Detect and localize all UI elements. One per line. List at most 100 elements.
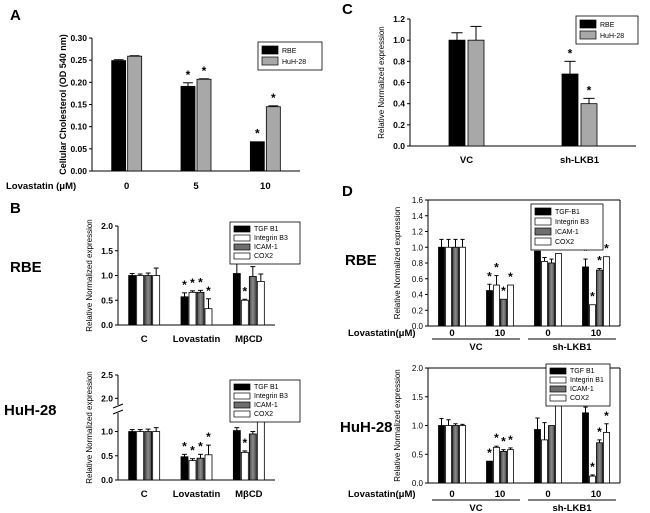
legend-entry: ICAM-1 bbox=[254, 244, 278, 251]
bar bbox=[493, 446, 500, 484]
bar bbox=[507, 284, 514, 327]
bar bbox=[580, 103, 598, 147]
x-tick-label: Lovastatin bbox=[173, 489, 221, 500]
legend-entry: COX2 bbox=[570, 395, 589, 402]
legend-entry: HuH-28 bbox=[600, 33, 624, 40]
bar bbox=[467, 39, 485, 147]
significance-star: * bbox=[190, 444, 195, 458]
y-tick-label: 1.0 bbox=[412, 243, 424, 252]
legend-swatch bbox=[534, 217, 552, 226]
x-tick-label: 0 bbox=[124, 181, 129, 192]
bar bbox=[136, 275, 145, 326]
y-axis-title: Cellular Cholesterol (OD 540 nm) bbox=[58, 34, 68, 175]
y-tick-label: 0.05 bbox=[70, 144, 87, 154]
x-tick-label: 10 bbox=[591, 328, 602, 339]
significance-star: * bbox=[604, 242, 609, 256]
legend-swatch bbox=[233, 392, 251, 400]
legend-entry: RBE bbox=[600, 22, 615, 29]
legend-swatch bbox=[534, 207, 552, 216]
chart-d-huh28: 0.0 0.5 1.0 1.5 2.0 Relative Normalized expre… bbox=[348, 363, 621, 513]
legend-entry: Integrin B3 bbox=[254, 235, 288, 242]
x-axis-prefix: Lovastatin(μM) bbox=[348, 328, 416, 339]
legend-swatch bbox=[233, 410, 251, 418]
bar bbox=[493, 284, 500, 327]
significance-star: * bbox=[206, 430, 211, 444]
significance-star: * bbox=[508, 433, 513, 447]
legend-entry: ICAM-1 bbox=[254, 402, 278, 409]
bar bbox=[548, 425, 555, 484]
significance-star: * bbox=[182, 439, 187, 453]
x-tick-label: 10 bbox=[495, 489, 506, 500]
row-label-rbe-d: RBE bbox=[345, 252, 377, 269]
bar bbox=[596, 269, 603, 327]
x-tick-label: Lovastatin bbox=[173, 334, 221, 345]
bar bbox=[561, 73, 579, 147]
legend-entry: COX2 bbox=[555, 239, 574, 246]
y-tick-label: 0.0 bbox=[101, 475, 113, 485]
y-axis-title: Relative Normalized expression bbox=[377, 26, 386, 139]
bar bbox=[596, 442, 603, 484]
legend-entry: Integrin B3 bbox=[254, 393, 288, 400]
bar bbox=[240, 451, 249, 481]
legend-entry: Integrin B1 bbox=[570, 377, 604, 384]
significance-star: * bbox=[487, 269, 492, 283]
bar bbox=[448, 39, 466, 147]
y-tick-label: 0.2 bbox=[393, 120, 405, 130]
legend-entry: Integrin B3 bbox=[555, 219, 589, 226]
x-tick-label: MβCD bbox=[235, 489, 263, 500]
significance-star: * bbox=[501, 284, 506, 298]
panel-label-a: A bbox=[10, 7, 21, 24]
bar bbox=[500, 298, 507, 327]
y-tick-label: 0.0 bbox=[412, 479, 424, 488]
legend-swatch bbox=[233, 234, 251, 242]
bar bbox=[256, 281, 265, 326]
bar bbox=[180, 85, 196, 172]
bar bbox=[452, 246, 459, 327]
x-tick-label: 10 bbox=[495, 328, 506, 339]
y-tick-label: 0.20 bbox=[70, 77, 87, 87]
x-tick-label: sh-LKB1 bbox=[560, 155, 600, 166]
y-tick-label: 0.0 bbox=[412, 322, 424, 331]
row-label-rbe-b: RBE bbox=[10, 259, 42, 276]
significance-star: * bbox=[198, 275, 203, 289]
legend-swatch bbox=[233, 383, 251, 391]
significance-star: * bbox=[597, 425, 602, 439]
bar bbox=[438, 246, 445, 327]
significance-star: * bbox=[501, 435, 506, 449]
bar bbox=[438, 425, 445, 484]
y-axis-title: Relative Normalized expression bbox=[393, 369, 402, 482]
y-tick-label: 1.4 bbox=[412, 212, 424, 221]
bar bbox=[232, 273, 241, 326]
x-tick-label: MβCD bbox=[235, 334, 263, 345]
legend-entry: COX2 bbox=[254, 253, 273, 260]
significance-star: * bbox=[271, 91, 276, 105]
x-tick-label: 10 bbox=[260, 181, 271, 192]
legend-swatch bbox=[534, 227, 552, 236]
chart-d-rbe: 0.0 0.2 0.4 0.6 0.8 1.0 1.2 1.4 1.6 Relative Norm… bbox=[348, 196, 621, 353]
group-label: sh-LKB1 bbox=[552, 503, 592, 513]
y-tick-label: 0.4 bbox=[393, 99, 405, 109]
y-tick-label: 1.0 bbox=[412, 422, 424, 431]
y-tick-label: 0.30 bbox=[70, 33, 87, 43]
significance-star: * bbox=[590, 460, 595, 474]
bar bbox=[180, 296, 189, 326]
bar bbox=[507, 449, 514, 484]
y-tick-label: 0.8 bbox=[412, 259, 424, 268]
significance-star: * bbox=[242, 284, 247, 298]
bar bbox=[248, 433, 257, 481]
x-axis-prefix: Lovastatin (μM) bbox=[6, 181, 76, 192]
bar bbox=[541, 261, 548, 327]
legend-swatch bbox=[233, 243, 251, 251]
bar bbox=[204, 454, 213, 481]
y-tick-label: 0.5 bbox=[101, 451, 113, 461]
bar bbox=[248, 276, 257, 326]
y-tick-label: 0.0 bbox=[393, 141, 405, 151]
x-tick-label: 0 bbox=[449, 328, 454, 339]
legend-entry: TGF B1 bbox=[570, 368, 595, 375]
bar bbox=[136, 431, 145, 481]
bar bbox=[603, 256, 610, 327]
y-tick-label: 1.0 bbox=[101, 427, 113, 437]
significance-star: * bbox=[583, 244, 588, 258]
y-tick-label: 1.5 bbox=[412, 393, 424, 402]
legend-swatch bbox=[534, 237, 552, 246]
